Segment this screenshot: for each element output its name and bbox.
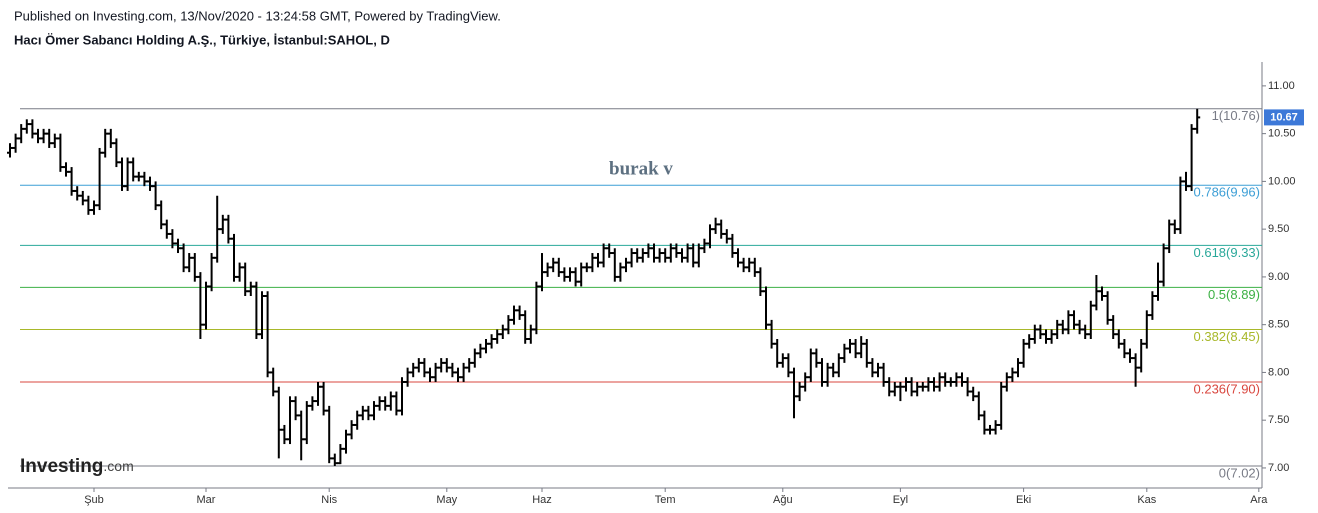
x-tick-label: Mar (197, 494, 216, 506)
chart-title: Hacı Ömer Sabancı Holding A.Ş., Türkiye,… (14, 32, 390, 47)
logo: Investing.com (20, 456, 134, 477)
y-tick-label: 10.50 (1268, 128, 1296, 140)
y-tick-label: 9.00 (1268, 271, 1289, 283)
y-tick-label: 10.00 (1268, 175, 1296, 187)
fib-label: 0(7.02) (1219, 465, 1260, 480)
x-tick-label: Ara (1250, 494, 1268, 506)
bar-group (7, 108, 1201, 467)
x-tick-label: May (436, 494, 457, 506)
x-tick-label: Eki (1016, 494, 1031, 506)
x-tick-label: Haz (532, 494, 552, 506)
x-tick-label: Eyl (893, 494, 908, 506)
y-tick-label: 7.50 (1268, 414, 1289, 426)
fib-group: 1(10.76) 0.786(9.96) 0.618(9.33) 0.5(8.89) 0… (20, 108, 1262, 480)
y-tick-label: 8.50 (1268, 319, 1289, 331)
header: Published on Investing.com, 13/Nov/2020 … (14, 8, 501, 23)
x-tick-label: Nis (321, 494, 337, 506)
fib-label: 0.382(8.45) (1194, 329, 1261, 344)
y-tick-label: 8.00 (1268, 366, 1289, 378)
fib-label: 0.5(8.89) (1208, 287, 1260, 302)
fib-label: 0.236(7.90) (1194, 381, 1261, 396)
last-price-label: 10.67 (1270, 111, 1298, 123)
logo-suffix: .com (103, 458, 133, 474)
fib-label: 0.786(9.96) (1194, 185, 1261, 200)
logo-name: Investing (20, 456, 103, 477)
y-tick-label: 9.50 (1268, 223, 1289, 235)
fib-label: 1(10.76) (1212, 108, 1260, 123)
x-tick-label: Kas (1137, 494, 1156, 506)
x-tick-label: Ağu (773, 494, 793, 506)
last-price-tag (1264, 109, 1304, 126)
annotation: burak v (609, 158, 673, 179)
x-tick-label: Tem (655, 494, 676, 506)
y-tick-label: 11.00 (1268, 80, 1295, 92)
x-tick-label: Şub (84, 494, 104, 506)
fib-label: 0.618(9.33) (1194, 245, 1261, 260)
y-tick-label: 7.00 (1268, 462, 1289, 474)
